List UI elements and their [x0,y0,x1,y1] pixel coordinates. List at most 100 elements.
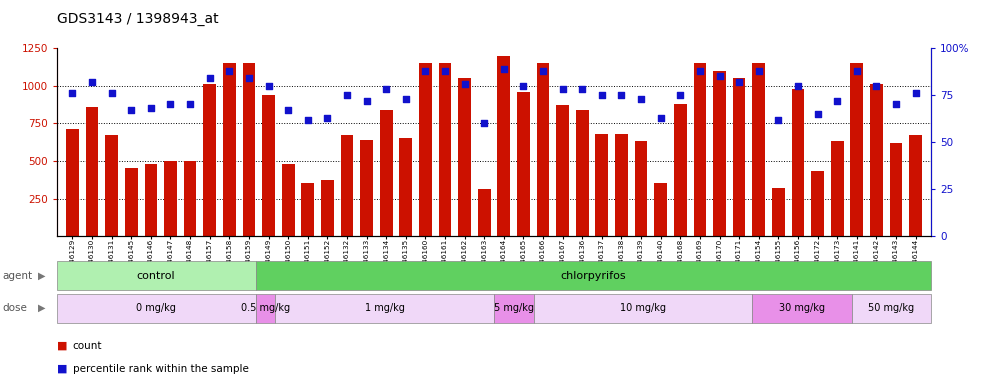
Text: GDS3143 / 1398943_at: GDS3143 / 1398943_at [57,12,218,25]
Bar [654,184,667,236]
Bar [693,63,706,236]
Bar [66,129,79,236]
Bar [419,63,431,236]
Text: ■: ■ [57,341,68,351]
Text: 0.5 mg/kg: 0.5 mg/kg [241,303,290,313]
Bar [86,107,99,236]
Point [476,120,492,126]
Bar [772,188,785,236]
Point [633,96,649,102]
Text: 0 mg/kg: 0 mg/kg [136,303,176,313]
Point [770,116,786,122]
Text: 5 mg/kg: 5 mg/kg [494,303,534,313]
Bar [379,110,392,236]
Point [672,92,688,98]
Point [614,92,629,98]
Bar [889,143,902,236]
Bar [674,104,686,236]
Bar [262,95,275,236]
Text: 50 mg/kg: 50 mg/kg [869,303,914,313]
Bar [537,63,550,236]
Bar [361,140,373,236]
Bar [438,63,451,236]
Bar [733,78,745,236]
Point [104,90,120,96]
Bar [243,63,255,236]
Bar [713,71,726,236]
Point [692,68,708,74]
Point [594,92,610,98]
Bar [517,92,530,236]
Bar [183,161,196,236]
Point [751,68,767,74]
Bar [106,135,119,236]
Point [241,75,257,81]
Bar [752,63,765,236]
Point [652,114,668,121]
Point [535,68,551,74]
Text: ▶: ▶ [38,303,46,313]
Point [790,83,806,89]
Text: count: count [73,341,103,351]
Point [555,86,571,93]
Point [731,79,747,85]
Point [437,68,453,74]
Bar [909,135,922,236]
Bar [282,164,295,236]
Text: 1 mg/kg: 1 mg/kg [365,303,404,313]
Bar [478,189,491,236]
Point [124,107,139,113]
Point [261,83,277,89]
Bar [302,184,314,236]
Bar [576,110,589,236]
Point [280,107,296,113]
Point [711,73,727,79]
Point [496,66,512,72]
Point [202,75,218,81]
Point [417,68,433,74]
Text: 30 mg/kg: 30 mg/kg [779,303,825,313]
Point [162,101,178,108]
Point [456,81,472,87]
Bar [399,138,412,236]
Bar [634,141,647,236]
Point [907,90,923,96]
Bar [164,161,177,236]
Point [575,86,591,93]
Bar [851,63,864,236]
Point [221,68,237,74]
Point [320,114,336,121]
Text: 10 mg/kg: 10 mg/kg [621,303,666,313]
Point [397,96,413,102]
Bar [870,84,882,236]
Bar [203,84,216,236]
Bar [144,164,157,236]
Bar [596,134,609,236]
Bar [321,180,334,236]
Bar [124,169,137,236]
Point [830,98,846,104]
Text: control: control [136,270,175,281]
Point [339,92,355,98]
Text: percentile rank within the sample: percentile rank within the sample [73,364,249,374]
Point [300,116,316,122]
Point [869,83,884,89]
Bar [831,141,844,236]
Bar [497,56,510,236]
Point [142,105,158,111]
Text: agent: agent [2,270,32,281]
Bar [458,78,471,236]
Text: ▶: ▶ [38,270,46,281]
Bar [616,134,627,236]
Bar [811,171,824,236]
Bar [792,89,805,236]
Point [378,86,394,93]
Point [516,83,532,89]
Point [810,111,826,117]
Bar [223,63,236,236]
Point [84,79,100,85]
Point [888,101,904,108]
Point [182,101,198,108]
Point [849,68,865,74]
Bar [557,105,569,236]
